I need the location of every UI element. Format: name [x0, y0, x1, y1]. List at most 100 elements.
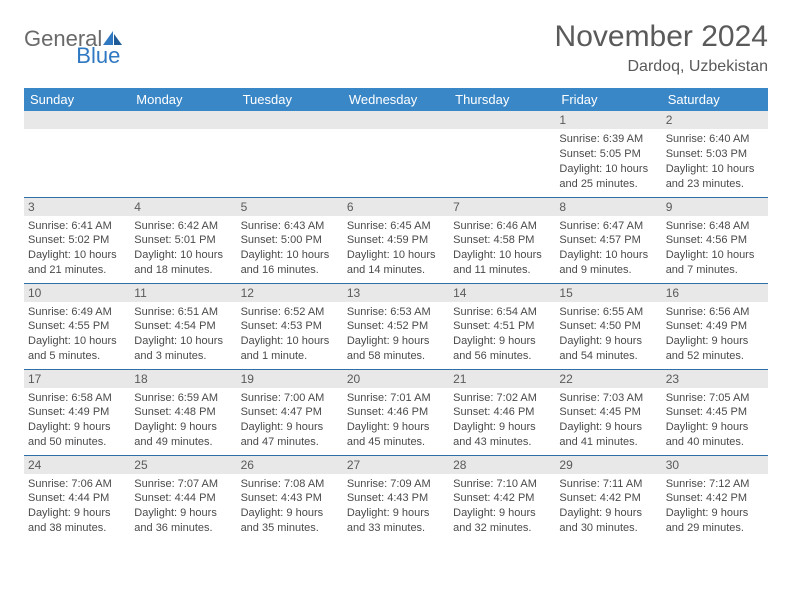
day-number: 13 — [343, 284, 449, 302]
day-details: Sunrise: 7:00 AMSunset: 4:47 PMDaylight:… — [237, 388, 343, 454]
sunrise-text: Sunrise: 6:53 AM — [347, 305, 445, 320]
day-details: Sunrise: 6:54 AMSunset: 4:51 PMDaylight:… — [449, 302, 555, 368]
logo-word-2: Blue — [76, 43, 120, 69]
logo: General Blue — [24, 26, 170, 53]
daylight-text: Daylight: 9 hours and 30 minutes. — [559, 506, 657, 536]
day-number: 1 — [555, 111, 661, 129]
calendar-cell: 28Sunrise: 7:10 AMSunset: 4:42 PMDayligh… — [449, 455, 555, 541]
sunset-text: Sunset: 5:02 PM — [28, 233, 126, 248]
sunrise-text: Sunrise: 6:41 AM — [28, 219, 126, 234]
day-number-bar — [130, 111, 236, 129]
sunset-text: Sunset: 5:03 PM — [666, 147, 764, 162]
daylight-text: Daylight: 10 hours and 23 minutes. — [666, 162, 764, 192]
daylight-text: Daylight: 9 hours and 38 minutes. — [28, 506, 126, 536]
daylight-text: Daylight: 9 hours and 43 minutes. — [453, 420, 551, 450]
sunset-text: Sunset: 4:43 PM — [241, 491, 339, 506]
daylight-text: Daylight: 9 hours and 40 minutes. — [666, 420, 764, 450]
day-number: 29 — [555, 456, 661, 474]
calendar-cell: 23Sunrise: 7:05 AMSunset: 4:45 PMDayligh… — [662, 369, 768, 455]
sunset-text: Sunset: 4:42 PM — [559, 491, 657, 506]
day-number: 17 — [24, 370, 130, 388]
sunset-text: Sunset: 4:52 PM — [347, 319, 445, 334]
sunset-text: Sunset: 4:46 PM — [453, 405, 551, 420]
sunset-text: Sunset: 5:05 PM — [559, 147, 657, 162]
day-details: Sunrise: 6:43 AMSunset: 5:00 PMDaylight:… — [237, 216, 343, 282]
day-number-bar — [237, 111, 343, 129]
daylight-text: Daylight: 9 hours and 41 minutes. — [559, 420, 657, 450]
day-details: Sunrise: 6:48 AMSunset: 4:56 PMDaylight:… — [662, 216, 768, 282]
calendar-cell: 29Sunrise: 7:11 AMSunset: 4:42 PMDayligh… — [555, 455, 661, 541]
sunrise-text: Sunrise: 7:06 AM — [28, 477, 126, 492]
daylight-text: Daylight: 9 hours and 52 minutes. — [666, 334, 764, 364]
daylight-text: Daylight: 10 hours and 14 minutes. — [347, 248, 445, 278]
day-details: Sunrise: 7:05 AMSunset: 4:45 PMDaylight:… — [662, 388, 768, 454]
calendar-week-row: 10Sunrise: 6:49 AMSunset: 4:55 PMDayligh… — [24, 283, 768, 369]
sunset-text: Sunset: 4:46 PM — [347, 405, 445, 420]
month-title: November 2024 — [555, 20, 768, 54]
day-number: 24 — [24, 456, 130, 474]
sunset-text: Sunset: 4:49 PM — [28, 405, 126, 420]
calendar-cell: 27Sunrise: 7:09 AMSunset: 4:43 PMDayligh… — [343, 455, 449, 541]
day-number: 15 — [555, 284, 661, 302]
calendar-cell — [237, 111, 343, 197]
daylight-text: Daylight: 9 hours and 54 minutes. — [559, 334, 657, 364]
calendar-week-row: 3Sunrise: 6:41 AMSunset: 5:02 PMDaylight… — [24, 197, 768, 283]
page-header: General Blue November 2024 Dardoq, Uzbek… — [24, 20, 768, 76]
calendar-cell: 25Sunrise: 7:07 AMSunset: 4:44 PMDayligh… — [130, 455, 236, 541]
day-details: Sunrise: 6:59 AMSunset: 4:48 PMDaylight:… — [130, 388, 236, 454]
daylight-text: Daylight: 10 hours and 5 minutes. — [28, 334, 126, 364]
sunrise-text: Sunrise: 6:45 AM — [347, 219, 445, 234]
sunrise-text: Sunrise: 6:59 AM — [134, 391, 232, 406]
sunset-text: Sunset: 4:43 PM — [347, 491, 445, 506]
day-number: 21 — [449, 370, 555, 388]
calendar-cell — [449, 111, 555, 197]
day-details: Sunrise: 6:39 AMSunset: 5:05 PMDaylight:… — [555, 129, 661, 195]
sunset-text: Sunset: 4:55 PM — [28, 319, 126, 334]
calendar-cell: 17Sunrise: 6:58 AMSunset: 4:49 PMDayligh… — [24, 369, 130, 455]
calendar-cell — [130, 111, 236, 197]
daylight-text: Daylight: 10 hours and 21 minutes. — [28, 248, 126, 278]
day-header: Wednesday — [343, 88, 449, 111]
day-details: Sunrise: 6:46 AMSunset: 4:58 PMDaylight:… — [449, 216, 555, 282]
day-number: 6 — [343, 198, 449, 216]
day-details: Sunrise: 6:41 AMSunset: 5:02 PMDaylight:… — [24, 216, 130, 282]
daylight-text: Daylight: 10 hours and 3 minutes. — [134, 334, 232, 364]
daylight-text: Daylight: 9 hours and 56 minutes. — [453, 334, 551, 364]
day-number: 23 — [662, 370, 768, 388]
sunrise-text: Sunrise: 6:56 AM — [666, 305, 764, 320]
sunrise-text: Sunrise: 7:10 AM — [453, 477, 551, 492]
sunrise-text: Sunrise: 6:55 AM — [559, 305, 657, 320]
day-details: Sunrise: 6:51 AMSunset: 4:54 PMDaylight:… — [130, 302, 236, 368]
day-number: 14 — [449, 284, 555, 302]
sunset-text: Sunset: 4:50 PM — [559, 319, 657, 334]
daylight-text: Daylight: 9 hours and 36 minutes. — [134, 506, 232, 536]
daylight-text: Daylight: 9 hours and 35 minutes. — [241, 506, 339, 536]
day-details: Sunrise: 7:08 AMSunset: 4:43 PMDaylight:… — [237, 474, 343, 540]
day-number: 12 — [237, 284, 343, 302]
sunset-text: Sunset: 5:01 PM — [134, 233, 232, 248]
location-label: Dardoq, Uzbekistan — [555, 58, 768, 76]
daylight-text: Daylight: 10 hours and 18 minutes. — [134, 248, 232, 278]
sunrise-text: Sunrise: 7:00 AM — [241, 391, 339, 406]
sunrise-text: Sunrise: 6:48 AM — [666, 219, 764, 234]
calendar-cell: 13Sunrise: 6:53 AMSunset: 4:52 PMDayligh… — [343, 283, 449, 369]
calendar-cell: 1Sunrise: 6:39 AMSunset: 5:05 PMDaylight… — [555, 111, 661, 197]
calendar-week-row: 1Sunrise: 6:39 AMSunset: 5:05 PMDaylight… — [24, 111, 768, 197]
day-details: Sunrise: 6:47 AMSunset: 4:57 PMDaylight:… — [555, 216, 661, 282]
calendar-cell: 19Sunrise: 7:00 AMSunset: 4:47 PMDayligh… — [237, 369, 343, 455]
sunset-text: Sunset: 5:00 PM — [241, 233, 339, 248]
sunset-text: Sunset: 4:54 PM — [134, 319, 232, 334]
calendar-cell: 30Sunrise: 7:12 AMSunset: 4:42 PMDayligh… — [662, 455, 768, 541]
calendar-cell: 20Sunrise: 7:01 AMSunset: 4:46 PMDayligh… — [343, 369, 449, 455]
day-header: Friday — [555, 88, 661, 111]
calendar-cell: 9Sunrise: 6:48 AMSunset: 4:56 PMDaylight… — [662, 197, 768, 283]
sunset-text: Sunset: 4:59 PM — [347, 233, 445, 248]
day-details: Sunrise: 7:07 AMSunset: 4:44 PMDaylight:… — [130, 474, 236, 540]
calendar-cell: 18Sunrise: 6:59 AMSunset: 4:48 PMDayligh… — [130, 369, 236, 455]
day-number-bar — [24, 111, 130, 129]
sunset-text: Sunset: 4:45 PM — [559, 405, 657, 420]
calendar-cell: 6 Sunrise: 6:45 AMSunset: 4:59 PMDaylight… — [343, 197, 449, 283]
day-details: Sunrise: 6:49 AMSunset: 4:55 PMDaylight:… — [24, 302, 130, 368]
calendar-table: Sunday Monday Tuesday Wednesday Thursday… — [24, 88, 768, 541]
day-number: 28 — [449, 456, 555, 474]
